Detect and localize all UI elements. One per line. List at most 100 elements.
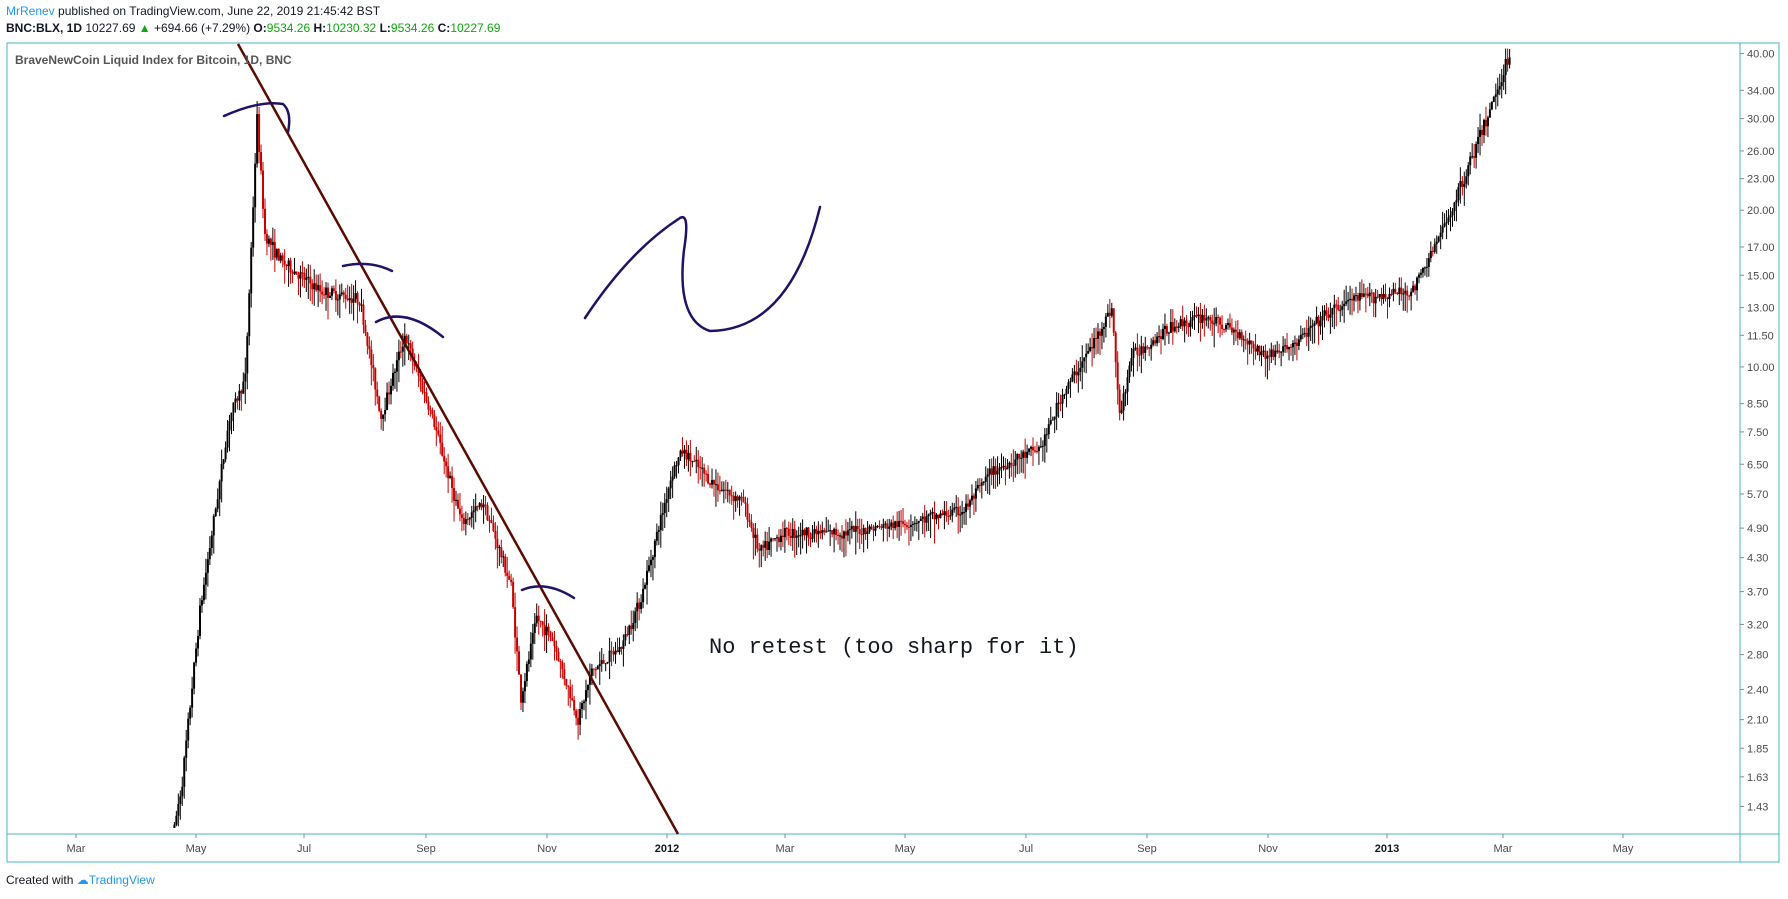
candle-body	[1280, 351, 1283, 353]
candle-body	[955, 506, 958, 508]
candle-body	[437, 430, 440, 435]
candle-body	[931, 512, 934, 514]
candle-body	[1416, 277, 1419, 291]
candle-body	[638, 602, 641, 609]
candle-body	[1256, 345, 1259, 352]
candle-body	[1315, 316, 1318, 324]
candle-body	[374, 368, 377, 390]
candle-body	[401, 346, 404, 352]
candle-body	[366, 332, 369, 346]
candle-body	[590, 668, 593, 676]
tradingview-logo-icon[interactable]: ☁	[76, 873, 89, 887]
candle-body	[1301, 333, 1304, 335]
candle-body	[854, 525, 857, 532]
candle-body	[356, 293, 359, 304]
candle-body	[1039, 446, 1042, 448]
candle-body	[328, 295, 331, 298]
tradingview-brand-link[interactable]: TradingView	[88, 873, 155, 887]
candle-body	[878, 526, 881, 528]
change-arrow-icon: ▲	[138, 21, 151, 35]
candle-body	[303, 272, 306, 280]
candle-body	[785, 528, 788, 530]
candle-body	[1097, 331, 1100, 339]
candle-body	[892, 522, 895, 529]
price-tick-label: 3.70	[1747, 587, 1768, 599]
candle-body	[521, 691, 524, 703]
candle-body	[539, 620, 542, 622]
candle-body	[699, 467, 702, 469]
price-tick-label: 5.70	[1747, 489, 1768, 501]
candle-body	[1475, 143, 1478, 158]
candle-body	[872, 529, 875, 531]
ohlc-line: BNC:BLX, 1D 10227.69 ▲ +694.66 (+7.29%) …	[6, 21, 500, 35]
candle-body	[750, 521, 753, 528]
candle-body	[527, 659, 530, 664]
chart-frame	[6, 42, 1780, 863]
candle-body	[947, 516, 950, 518]
candle-body	[323, 294, 326, 296]
candle-body	[1427, 258, 1430, 267]
candle-body	[482, 504, 485, 508]
candle-body	[360, 304, 363, 306]
candle-body	[685, 449, 688, 460]
candle-body	[823, 530, 826, 532]
chart-title: BraveNewCoin Liquid Index for Bitcoin, 1…	[15, 53, 292, 67]
time-tick-label: Sep	[416, 843, 436, 855]
candle-body	[287, 260, 290, 267]
candle-body	[961, 512, 964, 515]
candle-body	[1051, 419, 1054, 421]
candle-body	[616, 650, 619, 653]
candle-body	[805, 527, 808, 536]
author-link[interactable]: MrRenev	[6, 4, 55, 18]
candle-body	[1291, 343, 1294, 348]
candle-body	[758, 548, 761, 551]
candle-body	[388, 392, 391, 395]
candle-body	[933, 512, 936, 520]
candle-body	[200, 600, 203, 606]
candle-body	[752, 527, 755, 538]
close-label: C:	[437, 21, 451, 35]
candles-group	[173, 48, 1511, 828]
candle-body	[728, 489, 731, 496]
price-tick-label: 2.80	[1747, 650, 1768, 662]
candle-body	[579, 709, 582, 725]
candle-body	[1124, 391, 1127, 394]
candle-body	[1392, 288, 1395, 295]
candle-body	[921, 516, 924, 519]
candle-body	[1002, 465, 1005, 468]
candle-body	[628, 625, 631, 636]
candle-body	[1118, 389, 1121, 413]
candle-body	[614, 650, 617, 655]
candle-body	[242, 381, 245, 394]
candle-body	[183, 757, 186, 787]
candle-body	[963, 512, 966, 514]
candle-body	[1116, 362, 1119, 390]
candle-body	[801, 529, 804, 536]
candle-body	[504, 556, 507, 573]
candle-body	[1110, 308, 1113, 316]
candle-body	[1173, 326, 1176, 332]
candle-body	[659, 514, 662, 531]
price-axis[interactable]: 40.00 34.00 30.00 26.00 23.00 20.00 17.00 15.00…	[1740, 49, 1775, 814]
candle-body	[531, 633, 534, 644]
candle-body	[551, 637, 554, 641]
candle-body	[1396, 292, 1399, 294]
time-tick-label: Sep	[1137, 843, 1157, 855]
candle-body	[198, 605, 201, 636]
price-tick-label: 3.20	[1747, 619, 1768, 631]
candle-body	[216, 499, 219, 509]
candle-body	[835, 528, 838, 535]
candle-body	[496, 538, 499, 549]
candle-body	[957, 506, 960, 516]
candle-body	[712, 480, 715, 485]
candle-body	[1089, 346, 1092, 351]
candle-body	[884, 523, 887, 525]
candle-body	[1360, 293, 1363, 297]
candle-body	[456, 499, 459, 509]
time-axis[interactable]: Mar May Jul Sep Nov 2012 Mar May Jul Sep Nov 2013 Ma…	[67, 834, 1634, 855]
time-tick-label: May	[186, 843, 207, 855]
candle-body	[1244, 339, 1247, 341]
candle-body	[734, 496, 737, 502]
close-value: 10227.69	[450, 21, 501, 35]
